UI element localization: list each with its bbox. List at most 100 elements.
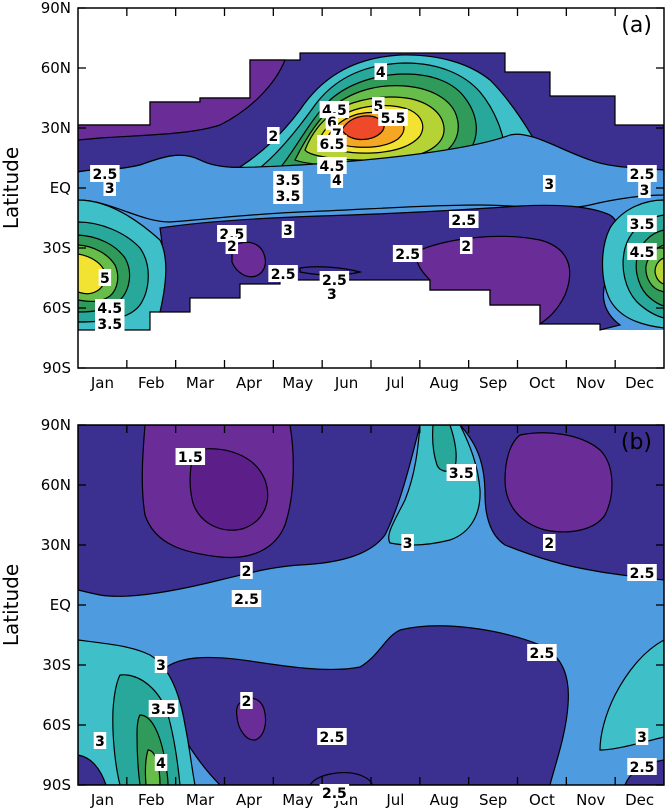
contour-label-box (319, 784, 350, 801)
panel-a-y-tick-label: 30N (41, 119, 71, 137)
contour-label-box (217, 225, 247, 242)
contour-label-text: 3.5 (151, 702, 176, 718)
contour-label-box (401, 534, 414, 551)
contour-label-box (542, 175, 556, 192)
panel-a-contour-label: 5 (98, 269, 112, 287)
panel-a-y-tick-label: 60N (41, 59, 71, 77)
panel-a-contour-label: 5.5 (378, 109, 408, 127)
panel-b-x-tick-label: Jan (90, 791, 114, 809)
contour-label-text: 4 (156, 756, 166, 772)
contour-label-box (225, 237, 239, 254)
panel-a-contour-label: 3.5 (627, 215, 657, 233)
panel-b-contour-label: 3.5 (446, 464, 477, 482)
contour-label-box (240, 692, 253, 709)
contour-label-box (374, 63, 388, 80)
panel-a-contour-label: 3.5 (94, 315, 125, 333)
panel-a-x-tick-label: Jun (334, 374, 358, 392)
contour-label-text: 5 (100, 271, 110, 287)
contour-label-text: 3.5 (276, 189, 301, 205)
contour-label-text: 3 (403, 536, 413, 552)
contour-label-box (627, 564, 657, 581)
contour-label-box (378, 109, 408, 126)
panel-b-contour-label: 2.5 (627, 758, 657, 776)
panel-b-region-1.5-nw-inner (189, 448, 269, 531)
panel-b-contour-label: 1.5 (175, 448, 206, 466)
contour-label-text: 3 (544, 177, 554, 193)
panel-b-x-tick-label: Oct (529, 791, 555, 809)
contour-label-box (90, 165, 120, 182)
contour-label-text: 3 (327, 287, 337, 303)
panel-b-contour-label: 2.5 (317, 728, 347, 746)
contour-label-box (317, 728, 347, 745)
contour-label-text: 3 (283, 223, 293, 239)
contour-label-box (93, 732, 107, 749)
contour-label-text: 2 (268, 129, 278, 145)
contour-label-text: 2.5 (322, 786, 347, 802)
contour-label-text: 3 (95, 734, 105, 750)
contour-label-text: 3.5 (276, 173, 301, 189)
panel-b-contour-label: 2.5 (319, 784, 350, 802)
contour-label-box (317, 135, 347, 152)
panel-b-contour-label: 3 (154, 656, 168, 674)
panel-a-contour-label: 3 (281, 221, 295, 239)
panel-b-contour-label: 2 (542, 534, 556, 552)
contour-label-text: 2.5 (630, 167, 655, 183)
panel-b-contour-label: 2.5 (527, 644, 557, 662)
panel-a-x-tick-label: Dec (625, 374, 654, 392)
panel-a-contour-label: 3.5 (273, 171, 303, 189)
panel-a-contour-label: 4 (330, 171, 344, 189)
panel-a-x-tick-label: Jul (385, 374, 404, 392)
contour-label-box (459, 237, 473, 254)
contour-label-box (94, 315, 125, 332)
contour-label-box (317, 157, 347, 174)
panel-a-contour-label: 4.5 (627, 243, 657, 261)
contour-label-box (148, 700, 179, 717)
contour-label-text: 5 (373, 99, 383, 115)
panel-a-contour-label: 4 (374, 63, 388, 81)
contour-label-text: 2 (242, 694, 252, 710)
panel-b-y-tick-label: EQ (50, 596, 71, 614)
panel-b-y-tick-label: 90S (42, 776, 71, 794)
panel-b-contour-label: 2 (240, 562, 253, 580)
panel-b-region-3-arm (388, 425, 481, 546)
contour-label-box (240, 562, 253, 579)
contour-label-box (175, 448, 206, 465)
contour-label-box (98, 269, 112, 286)
contour-label-text: 2 (461, 239, 471, 255)
contour-label-box (273, 187, 303, 204)
contour-label-text: 3.5 (97, 317, 122, 333)
panel-b-y-tick-label: 30N (41, 536, 71, 554)
panel-b-x-tick-label: May (282, 791, 313, 809)
contour-label-box (638, 181, 651, 198)
panel-a-letter: (a) (621, 13, 652, 38)
panel-a-y-tick-label: 30S (42, 239, 71, 257)
contour-label-box (446, 464, 477, 481)
panel-a-x-tick-label: Nov (576, 374, 605, 392)
panel-a-contour-label: 3.5 (273, 187, 303, 205)
panel-b-contour-label: 3 (635, 728, 649, 746)
panel-b-x-tick-label: Jul (385, 791, 404, 809)
panel-a-x-tick-label: Aug (430, 374, 459, 392)
contour-label-text: 4.5 (97, 301, 122, 317)
contour-label-box (627, 165, 657, 182)
contour-label-box (392, 245, 423, 262)
contour-label-text: 2.5 (630, 760, 655, 776)
panel-a-region-2-south-east (416, 235, 571, 326)
panel-a-contour-label: 2 (267, 127, 280, 145)
panel-a-y-tick-label: 90S (42, 359, 71, 377)
contour-label-box (330, 171, 344, 188)
panel-b-contour-label: 3.5 (148, 700, 179, 718)
panel-a-ylabel: Latitude (0, 147, 23, 229)
contour-label-text: 2.5 (271, 267, 296, 283)
contour-label-text: 2.5 (451, 213, 476, 229)
contour-label-box (627, 243, 657, 260)
panel-a-contour-label: 2.5 (268, 265, 298, 283)
panel-b-x-tick-label: Dec (625, 791, 654, 809)
panel-a-contour-label: 3 (542, 175, 556, 193)
panel-b-region-2.5-bottom (309, 772, 373, 785)
contour-label-text: 2 (242, 564, 252, 580)
panel-b-contour-label: 3 (401, 534, 414, 552)
panel-b-contour-label: 2 (240, 692, 253, 710)
panel-a-region-5.5-se (654, 257, 664, 285)
